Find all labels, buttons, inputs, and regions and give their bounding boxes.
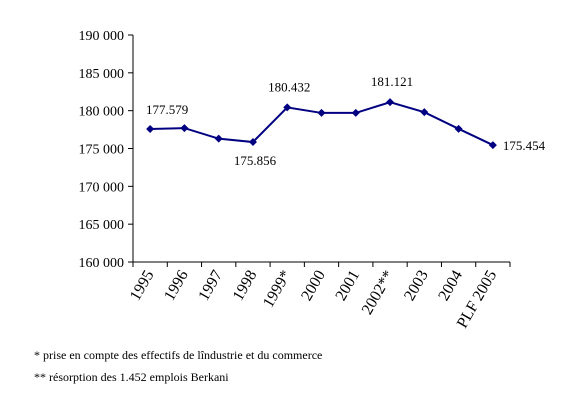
data-label: 180.432: [268, 79, 310, 94]
series-layer: [146, 98, 497, 150]
footnote-2: ** résorption des 1.452 emplois Berkani: [34, 370, 229, 384]
chart-axes: [132, 35, 510, 263]
footnote-1: * prise en compte des effectifs de lîndu…: [34, 348, 323, 362]
x-tick-label: 2004: [435, 268, 466, 304]
x-tick-label: 2001: [333, 268, 364, 304]
x-tick-label: 1998: [230, 268, 261, 304]
data-labels: 177.579 175.856 180.432 181.121 175.454: [146, 74, 546, 168]
data-label: 175.454: [503, 138, 546, 153]
data-label: 175.856: [234, 153, 277, 168]
y-tick-label: 175 000: [79, 143, 125, 158]
data-point: [386, 98, 395, 107]
y-tick-label: 180 000: [79, 105, 125, 120]
data-point: [488, 141, 497, 150]
data-point: [420, 108, 429, 117]
data-point: [317, 108, 326, 117]
y-tick-label: 185 000: [79, 67, 125, 82]
data-point: [454, 124, 463, 133]
x-tick-label: 2000: [298, 268, 329, 304]
x-tick-label: 1996: [161, 268, 192, 304]
y-tick-label: 170 000: [79, 180, 125, 195]
data-label: 177.579: [146, 102, 188, 117]
data-point: [146, 124, 155, 133]
x-tick-label: 1997: [195, 268, 226, 304]
x-tick-label: 1995: [127, 268, 158, 304]
x-tick-label: 2003: [401, 268, 432, 304]
data-label: 181.121: [371, 74, 413, 89]
y-tick-label: 160 000: [79, 256, 125, 271]
y-tick-label: 165 000: [79, 218, 125, 233]
data-point: [180, 124, 189, 133]
series-line: [150, 101, 494, 146]
data-point: [214, 134, 223, 143]
data-point: [351, 108, 360, 117]
data-point: [283, 103, 292, 112]
x-tick-label: 2002**: [359, 268, 398, 318]
y-tick-label: 190 000: [79, 29, 125, 44]
data-point: [248, 138, 257, 147]
y-axis-ticks: 160 000 165 000 170 000 175 000 180 000 185 0…: [79, 29, 133, 271]
x-tick-label: 1999*: [260, 268, 295, 311]
